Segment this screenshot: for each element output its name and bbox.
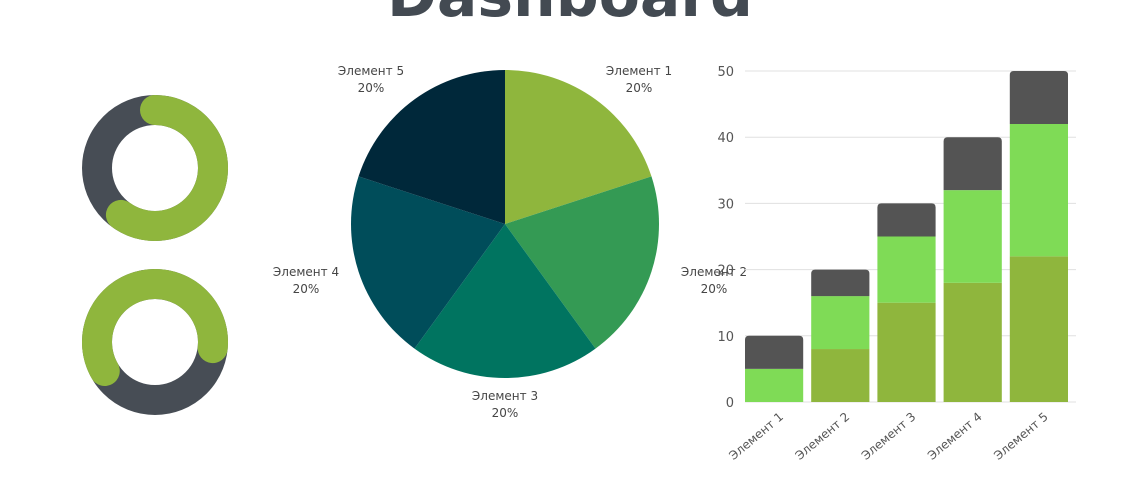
pie-chart: Элемент 1 20% Элемент 2 20% Элемент 3 20% Элем…	[273, 64, 747, 420]
pie-slice-label: Элемент 1	[606, 64, 672, 78]
pie-slice-label: Элемент 3	[472, 389, 538, 403]
pie-slice-label: Элемент 5	[338, 64, 404, 78]
pie-slice-label: Элемент 4	[273, 265, 339, 279]
y-tick-label: 40	[717, 131, 734, 146]
x-tick-label: Элемент 3	[859, 410, 919, 463]
pie-slice-value-label: 20%	[358, 81, 385, 95]
pie-slice	[414, 224, 596, 379]
pie-slice-value-label: 20%	[701, 282, 728, 296]
bar-segment	[877, 203, 936, 237]
bar-segment	[745, 335, 804, 369]
bar-segment	[811, 349, 870, 402]
bar-segment	[877, 236, 936, 303]
pie-slice	[505, 70, 652, 224]
x-tick-label: Элемент 2	[793, 410, 853, 463]
y-tick-label: 20	[717, 264, 734, 279]
x-tick-label: Элемент 5	[991, 410, 1051, 463]
pie-slice-value-label: 20%	[492, 406, 519, 420]
bar-segment	[811, 296, 870, 350]
y-tick-label: 0	[726, 396, 734, 411]
pie-slice	[351, 176, 505, 349]
pie-slice-value-label: 20%	[293, 282, 320, 296]
bar-segment	[943, 137, 1002, 191]
pie-slice	[358, 70, 505, 224]
bar-segment	[1009, 71, 1068, 124]
y-tick-label: 10	[717, 330, 734, 345]
pie-slice	[505, 176, 659, 349]
x-tick-label: Элемент 1	[726, 410, 786, 463]
bar-segment	[877, 302, 936, 402]
page-title: Dashboard	[0, 0, 1140, 26]
pie-slice-label: Элемент 2	[681, 265, 747, 279]
bar-segment	[943, 190, 1002, 283]
donut-value-arc	[105, 95, 228, 241]
bar-segment	[811, 269, 870, 297]
bar-segment	[1009, 123, 1068, 257]
donut-value-arc	[82, 269, 228, 386]
bar-segment	[1009, 256, 1068, 402]
donut-chart-2	[82, 269, 228, 415]
y-tick-label: 50	[717, 65, 734, 80]
y-tick-label: 30	[717, 197, 734, 212]
x-tick-label: Элемент 4	[925, 410, 985, 463]
bar-segment	[943, 282, 1002, 402]
donut-chart-1	[82, 95, 228, 241]
pie-slice-value-label: 20%	[626, 81, 653, 95]
bar-segment	[745, 368, 804, 402]
